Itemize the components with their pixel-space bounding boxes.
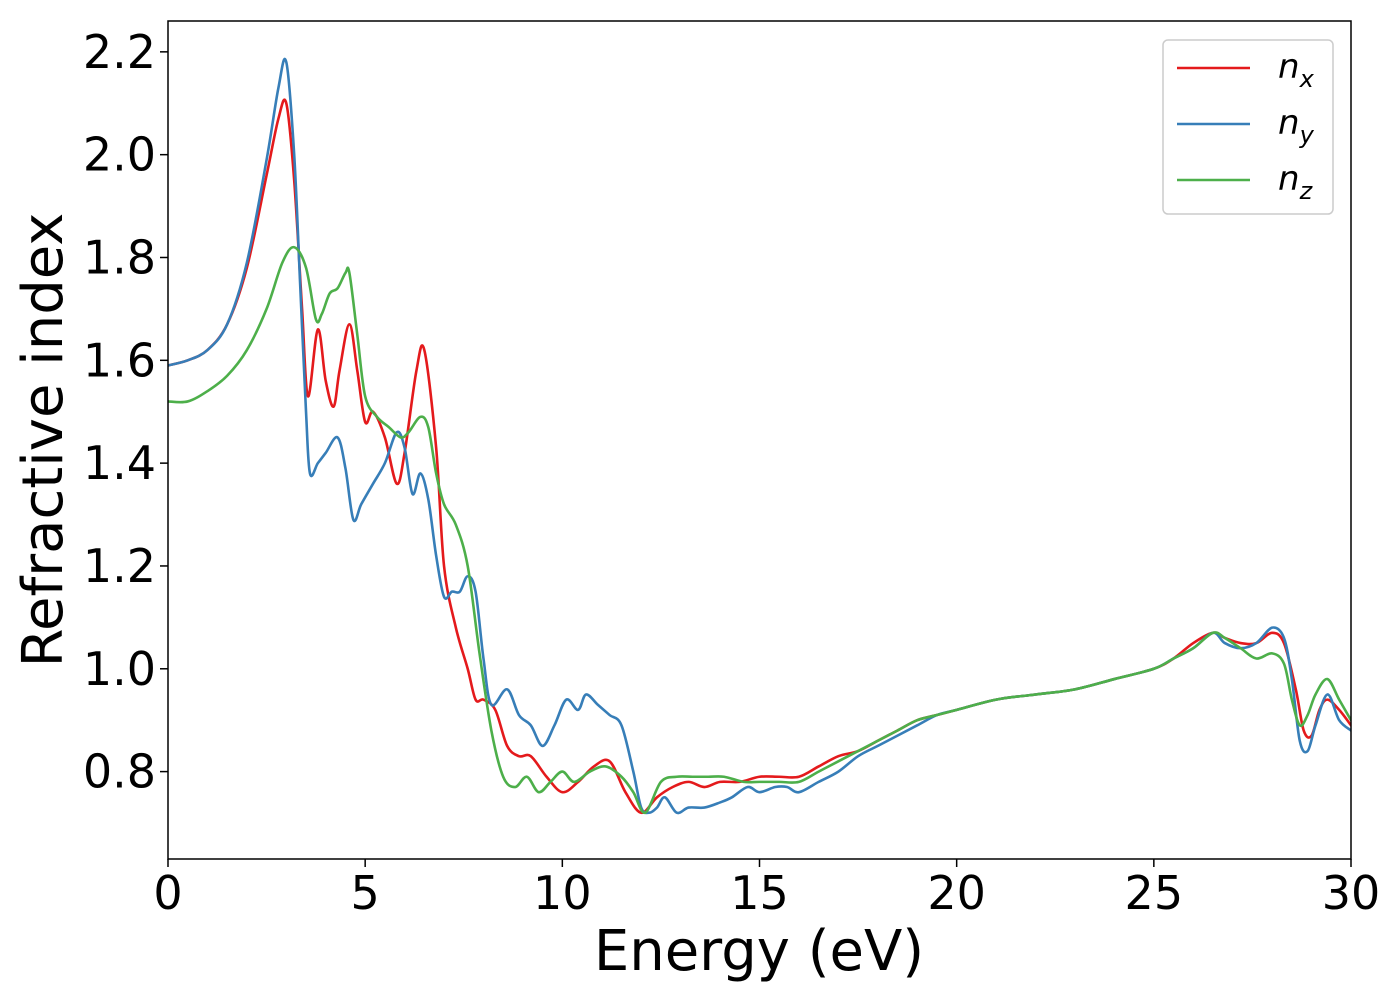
x-tick-label: 0 — [153, 866, 182, 920]
legend-label-n-z: nz — [1278, 159, 1314, 205]
x-tick-label: 30 — [1322, 866, 1381, 920]
legend-label-n-y: ny — [1278, 103, 1315, 149]
y-tick-label: 1.8 — [83, 230, 156, 284]
series-line-n-x — [168, 98, 1351, 815]
x-tick-label: 10 — [533, 866, 592, 920]
y-tick-label: 2.0 — [83, 128, 156, 182]
legend-box — [1162, 39, 1334, 215]
x-tick-label: 5 — [351, 866, 380, 920]
legend-entries: nx ny nz — [1177, 47, 1315, 205]
y-tick-label: 1.6 — [83, 333, 156, 387]
legend: nx ny nz — [1162, 39, 1334, 215]
y-tick-label: 1.0 — [83, 642, 156, 696]
y-tick-label: 2.2 — [83, 25, 156, 79]
x-axis-ticks: 0 5 10 15 20 25 30 — [153, 859, 1380, 920]
y-tick-label: 0.8 — [83, 745, 156, 799]
legend-label-n-x: nx — [1278, 47, 1315, 93]
x-tick-label: 25 — [1125, 866, 1184, 920]
y-tick-label: 1.4 — [83, 436, 156, 490]
series-layer — [168, 57, 1351, 815]
y-tick-label: 1.2 — [83, 539, 156, 593]
x-axis-label: Energy (eV) — [594, 919, 924, 984]
y-axis-label: Refractive index — [11, 213, 76, 668]
series-line-n-z — [168, 245, 1351, 815]
y-axis-ticks: 0.8 1.0 1.2 1.4 1.6 1.8 2.0 2.2 — [83, 25, 168, 799]
x-tick-label: 20 — [927, 866, 986, 920]
x-tick-label: 15 — [730, 866, 789, 920]
